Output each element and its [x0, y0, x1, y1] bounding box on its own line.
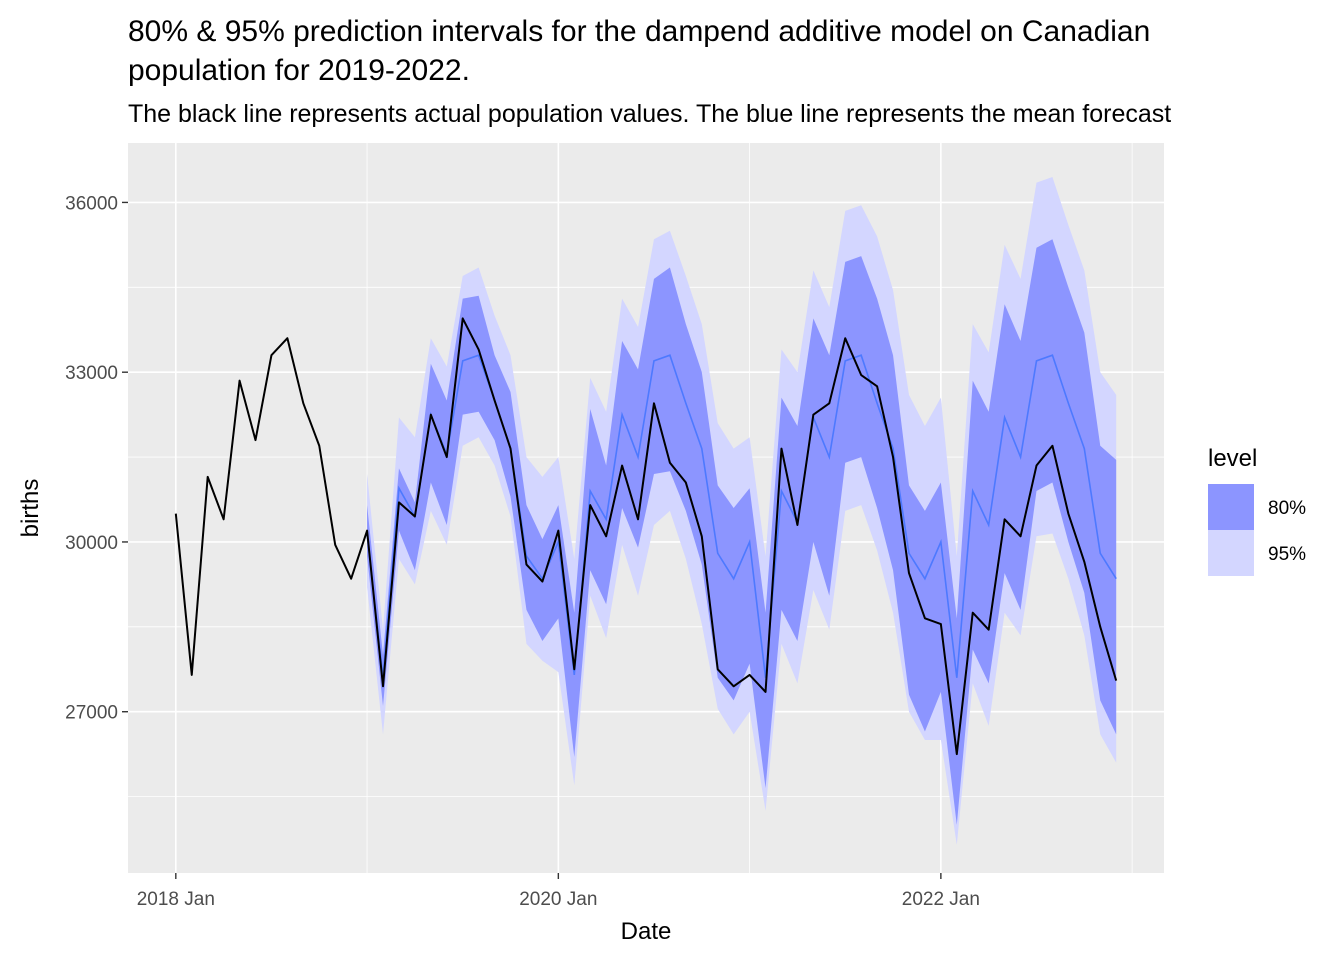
y-tick-label: 33000: [65, 363, 118, 384]
legend: level 80% 95%: [1208, 445, 1306, 576]
y-tick-label: 27000: [65, 703, 118, 724]
band-80-area: [367, 239, 1117, 825]
legend-key-80: [1208, 484, 1254, 530]
y-tick-label: 30000: [65, 533, 118, 554]
chart-title-line-2: population for 2019-2022.: [128, 54, 470, 87]
actual-population-line: [174, 317, 1118, 756]
y-axis-title: births: [17, 479, 44, 538]
x-tick-label: 2018 Jan: [137, 889, 215, 910]
legend-label: 95%: [1268, 544, 1306, 565]
prediction-interval-80: [367, 239, 1117, 825]
series-lines: [174, 317, 1118, 756]
x-tick-label: 2020 Jan: [519, 889, 597, 910]
y-tick-label: 36000: [65, 193, 118, 214]
chart-title-line-1: 80% & 95% prediction intervals for the d…: [128, 15, 1150, 48]
legend-key-95: [1208, 530, 1254, 576]
chart-subtitle: The black line represents actual populat…: [128, 100, 1171, 128]
x-tick-label: 2022 Jan: [902, 889, 980, 910]
axis-ticks: 27000 30000 33000 36000 2018 Jan 2020 Jan 2022…: [65, 193, 980, 910]
legend-label: 80%: [1268, 498, 1306, 519]
legend-title: level: [1208, 445, 1257, 472]
x-axis-title: Date: [621, 918, 672, 945]
